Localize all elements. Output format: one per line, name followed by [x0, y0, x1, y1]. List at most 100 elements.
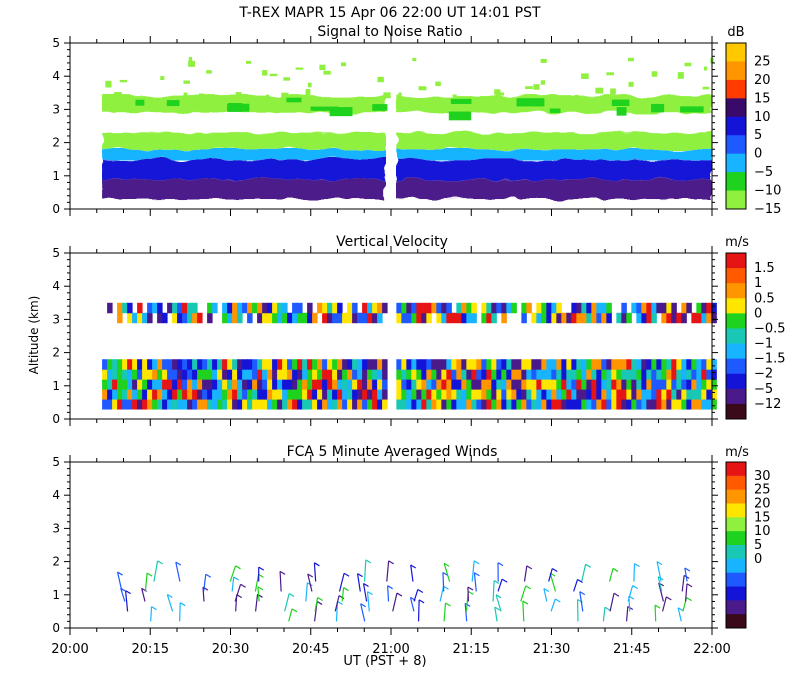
wind-barb-flag [493, 579, 500, 584]
vv-cell [227, 379, 233, 390]
snr-speckle [398, 92, 402, 96]
vv-cell [576, 379, 582, 390]
vv-cell [377, 369, 383, 380]
wind-barb-flag [307, 573, 314, 578]
wind-barb [254, 574, 260, 592]
x-tick-label: 21:30 [533, 642, 570, 657]
vv-cell [377, 399, 383, 410]
wind-barb-flag [396, 592, 403, 597]
colorbar-label: 0 [754, 552, 762, 567]
vv-cell [147, 359, 153, 370]
vv-cell [641, 389, 647, 400]
vv-cell [706, 312, 712, 324]
vv-cell [566, 399, 572, 410]
vv-cell [112, 359, 118, 370]
snr-speckle [383, 92, 391, 99]
vv-cell [526, 399, 532, 410]
vv-cell [506, 359, 512, 370]
vv-cell [431, 399, 437, 410]
snr-speckle [319, 64, 326, 71]
vv-cell [606, 359, 612, 370]
snr-speckle [610, 88, 616, 95]
vv-cell [337, 369, 343, 380]
vv-cell [411, 369, 417, 380]
vv-cell [357, 312, 363, 324]
vv-cell [252, 399, 258, 410]
vv-cell [596, 359, 602, 370]
vv-cell [551, 359, 557, 370]
vv-cell [661, 379, 667, 390]
vv-cell [451, 369, 457, 380]
vv-cell [182, 369, 188, 380]
vv-cell [461, 389, 467, 400]
vv-cell [277, 359, 283, 370]
vv-cell [192, 302, 198, 314]
vv-cell [626, 312, 632, 324]
vv-cell [501, 399, 507, 410]
vv-cell [526, 379, 532, 390]
vv-cell [486, 302, 492, 314]
vv-cell [601, 302, 607, 314]
vv-cell [172, 312, 178, 324]
x-tick-label: 21:15 [453, 642, 490, 657]
wind-barb [307, 573, 313, 592]
vv-cell [436, 379, 442, 390]
vv-cell [142, 312, 148, 324]
vv-cell [357, 359, 363, 370]
vv-cell [242, 369, 248, 380]
vv-cell [277, 312, 283, 324]
vv-cell [696, 312, 702, 324]
vv-cell [671, 369, 677, 380]
vv-cell [172, 379, 178, 390]
wind-barb [234, 584, 242, 602]
vv-cell [282, 312, 288, 324]
wind-barb-flag [343, 587, 349, 592]
wind-barb-flag [677, 607, 684, 612]
vv-cell [666, 312, 672, 324]
vv-cell [367, 359, 373, 370]
wind-barb-flag [179, 602, 186, 607]
vv-cell [676, 379, 682, 390]
wind-barb [153, 560, 159, 582]
snr-speckle [595, 87, 604, 94]
vv-cell [681, 379, 687, 390]
vv-cell [282, 399, 288, 410]
wind-barb [362, 583, 368, 602]
vv-cell [456, 379, 462, 390]
colorbar-swatch [726, 135, 746, 155]
vv-cell [471, 359, 477, 370]
vv-cell [152, 302, 158, 314]
colorbar-swatch [726, 403, 746, 420]
vv-cell [332, 312, 338, 324]
vv-cell [461, 369, 467, 380]
vv-cell [696, 369, 702, 380]
vv-cell [596, 312, 602, 324]
vv-cell [646, 389, 652, 400]
vv-cell [162, 379, 168, 390]
snr-layer [396, 179, 712, 200]
wind-barb [442, 572, 445, 592]
vv-cell [556, 302, 562, 314]
vv-cell [411, 389, 417, 400]
colorbar-swatch [726, 517, 746, 532]
wind-barb [305, 582, 308, 602]
vv-cell [571, 369, 577, 380]
vv-cell [122, 359, 128, 370]
vv-cell [481, 369, 487, 380]
vv-cell [426, 302, 432, 314]
snr-speckle [183, 92, 188, 100]
vv-cell [272, 379, 278, 390]
vv-cell [401, 359, 407, 370]
vv-cell [182, 379, 188, 390]
vv-cell [252, 302, 258, 314]
snr-speckle [703, 66, 708, 71]
vv-cell [292, 389, 298, 400]
wind-barb [471, 560, 475, 582]
colorbar-label: 20 [754, 73, 771, 88]
wind-barb-flag [522, 600, 529, 605]
vv-cell [137, 399, 143, 410]
vv-cell [666, 369, 672, 380]
vv-cell [636, 302, 642, 314]
vv-cell [446, 312, 452, 324]
vv-cell [147, 389, 153, 400]
